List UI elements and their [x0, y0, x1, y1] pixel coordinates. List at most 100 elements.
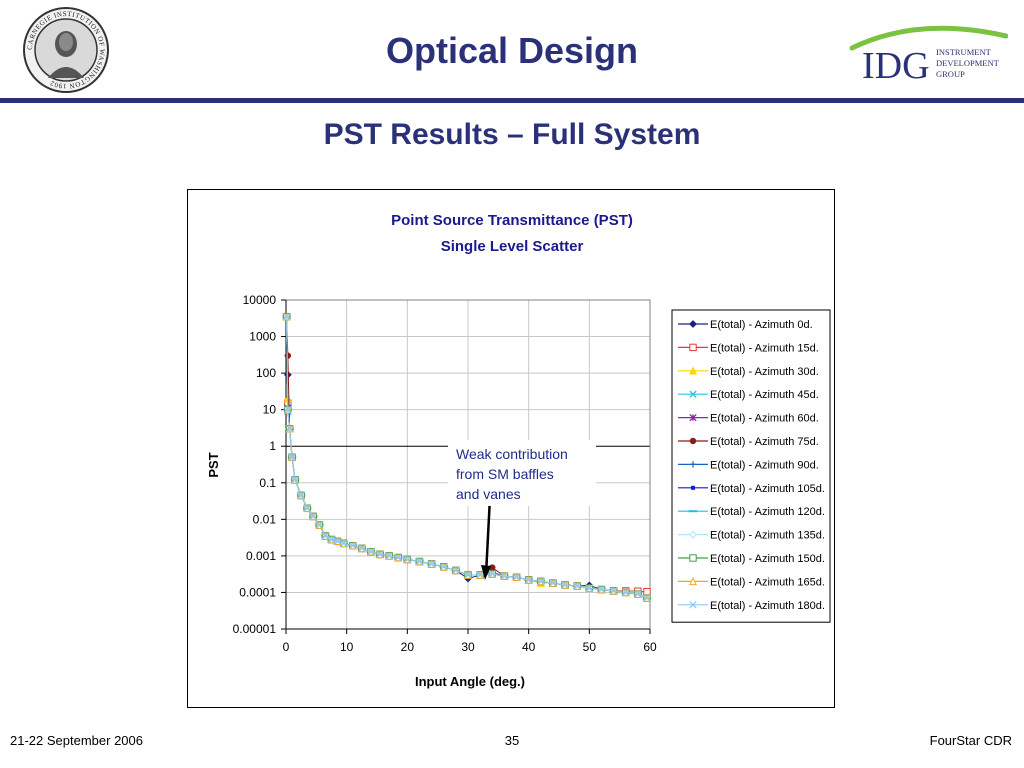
data-point [643, 594, 651, 602]
data-point [597, 585, 606, 594]
y-tick-label: 10000 [243, 293, 277, 307]
y-tick-label: 0.1 [259, 476, 276, 490]
idg-logo-line2: DEVELOPMENT [936, 58, 1000, 68]
data-point [622, 588, 630, 597]
annotation-line-2: from SM baffles [456, 466, 554, 482]
legend-entry: E(total) - Azimuth 0d. [678, 319, 813, 331]
data-point [525, 576, 533, 584]
data-point [394, 553, 402, 562]
annotation-callout: Weak contribution from SM baffles and va… [448, 440, 596, 506]
legend-label: E(total) - Azimuth 45d. [710, 389, 819, 401]
data-point [549, 579, 557, 587]
footer-page-number: 35 [504, 733, 520, 748]
annotation-line-1: Weak contribution [456, 446, 568, 462]
legend-swatch-marker [688, 366, 698, 375]
legend-entry: E(total) - Azimuth 105d. [678, 483, 825, 495]
data-point [537, 577, 545, 586]
legend-swatch-marker [691, 485, 695, 490]
y-tick-label: 0.01 [253, 512, 277, 526]
legend-swatch-marker [689, 530, 697, 539]
data-point [285, 425, 294, 433]
footer-date: 21-22 September 2006 [10, 733, 143, 748]
legend-box [671, 309, 831, 623]
data-point [440, 563, 448, 571]
legend-entry: E(total) - Azimuth 150d. [678, 553, 825, 565]
idg-logo-mark: IDG [862, 45, 930, 84]
data-point [291, 476, 299, 484]
x-tick-label: 60 [643, 640, 657, 654]
data-point [339, 539, 348, 548]
legend-swatch-marker [688, 577, 698, 586]
legend-label: E(total) - Azimuth 165d. [710, 576, 825, 588]
chart-subtitle: Single Level Scatter [441, 238, 584, 255]
chart-title: Point Source Transmittance (PST) [391, 212, 633, 229]
data-point [488, 570, 496, 578]
data-point [489, 564, 496, 571]
x-tick-label: 0 [283, 640, 290, 654]
page-title: Optical Design [385, 30, 639, 71]
legend-label: E(total) - Azimuth 15d. [710, 342, 819, 354]
data-point [427, 560, 436, 568]
legend-swatch-marker [689, 554, 697, 562]
data-point [573, 582, 581, 590]
data-point [349, 542, 357, 550]
data-point [585, 584, 593, 592]
x-tick-label: 40 [522, 640, 536, 654]
slide-subtitle: PST Results – Full System [323, 118, 701, 151]
legend-swatch-marker [689, 437, 697, 445]
data-point [452, 566, 460, 575]
data-point [476, 571, 484, 579]
header-divider [0, 98, 1024, 103]
data-point [282, 313, 291, 321]
x-tick-label: 20 [401, 640, 415, 654]
y-tick-label: 10 [263, 403, 277, 417]
legend-label: E(total) - Azimuth 135d. [710, 530, 825, 542]
annotation-arrow-head [481, 565, 491, 580]
data-point [321, 532, 330, 540]
y-tick-label: 1 [269, 439, 276, 453]
legend-entry: E(total) - Azimuth 75d. [678, 436, 819, 448]
data-point [367, 548, 375, 556]
legend-entry: E(total) - Azimuth 165d. [678, 576, 825, 588]
data-point [284, 352, 292, 359]
data-point [634, 590, 642, 598]
legend-entry: E(total) - Azimuth 180d. [678, 600, 825, 612]
legend-swatch-marker [689, 461, 697, 468]
legend-entry: E(total) - Azimuth 120d. [678, 506, 825, 518]
y-tick-label: 0.00001 [233, 622, 277, 636]
y-axis-label: PST [206, 452, 221, 477]
legend-label: E(total) - Azimuth 30d. [710, 366, 819, 378]
x-tick-label: 50 [583, 640, 597, 654]
y-tick-label: 0.001 [246, 549, 276, 563]
data-point [309, 512, 317, 521]
annotation-arrow-line [484, 496, 492, 576]
data-point [561, 581, 569, 589]
data-point [609, 587, 618, 595]
legend-swatch-marker [689, 390, 697, 398]
data-point [376, 550, 384, 559]
legend-label: E(total) - Azimuth 60d. [710, 413, 819, 425]
idg-logo-line3: GROUP [936, 69, 965, 79]
legend-entry: E(total) - Azimuth 90d. [678, 459, 819, 471]
y-tick-label: 0.0001 [239, 585, 276, 599]
data-point [303, 504, 311, 512]
annotation-line-3: and vanes [456, 486, 521, 502]
data-point [500, 572, 509, 580]
legend-swatch-marker [689, 320, 697, 328]
legend-swatch-marker [689, 343, 697, 352]
idg-logo-line1: INSTRUMENT [936, 47, 992, 57]
data-point [284, 406, 292, 414]
legend-entry: E(total) - Azimuth 45d. [678, 389, 819, 401]
data-point [333, 537, 342, 546]
series-line [286, 316, 648, 599]
legend-label: E(total) - Azimuth 180d. [710, 600, 825, 612]
legend-entry: E(total) - Azimuth 15d. [678, 342, 819, 354]
legend-label: E(total) - Azimuth 150d. [710, 553, 825, 565]
data-point [415, 557, 424, 566]
legend-label: E(total) - Azimuth 105d. [710, 483, 825, 495]
y-tick-label: 1000 [249, 330, 276, 344]
legend-label: E(total) - Azimuth 75d. [710, 436, 819, 448]
legend-label: E(total) - Azimuth 0d. [710, 319, 813, 331]
x-tick-label: 10 [340, 640, 354, 654]
legend-entry: E(total) - Azimuth 135d. [678, 530, 825, 542]
